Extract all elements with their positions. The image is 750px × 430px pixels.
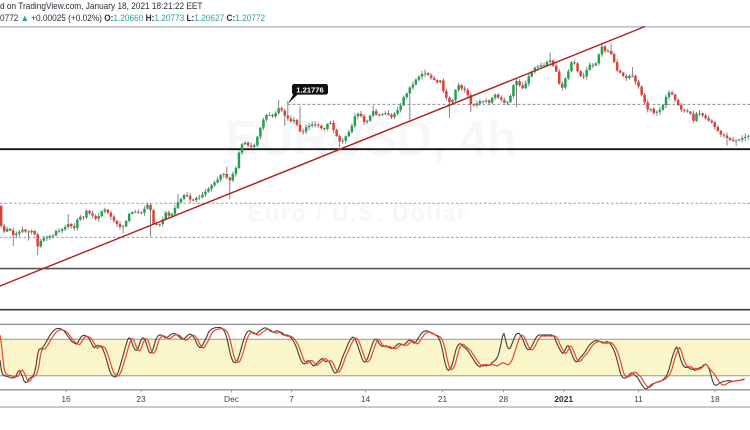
svg-text:18: 18 bbox=[710, 394, 720, 404]
svg-text:21: 21 bbox=[438, 394, 448, 404]
svg-text:16: 16 bbox=[61, 394, 71, 404]
svg-text:28: 28 bbox=[499, 394, 509, 404]
svg-text:11: 11 bbox=[634, 394, 643, 404]
svg-text:14: 14 bbox=[361, 394, 371, 404]
svg-text:1.21776: 1.21776 bbox=[296, 85, 323, 94]
svg-text:23: 23 bbox=[136, 394, 146, 404]
svg-text:7: 7 bbox=[289, 394, 294, 404]
svg-text:2021: 2021 bbox=[554, 394, 573, 404]
svg-text:EURUSD, 4h: EURUSD, 4h bbox=[225, 112, 516, 166]
svg-text:Euro / U.S. Dollar: Euro / U.S. Dollar bbox=[248, 200, 468, 226]
svg-text:Dec: Dec bbox=[224, 394, 239, 404]
